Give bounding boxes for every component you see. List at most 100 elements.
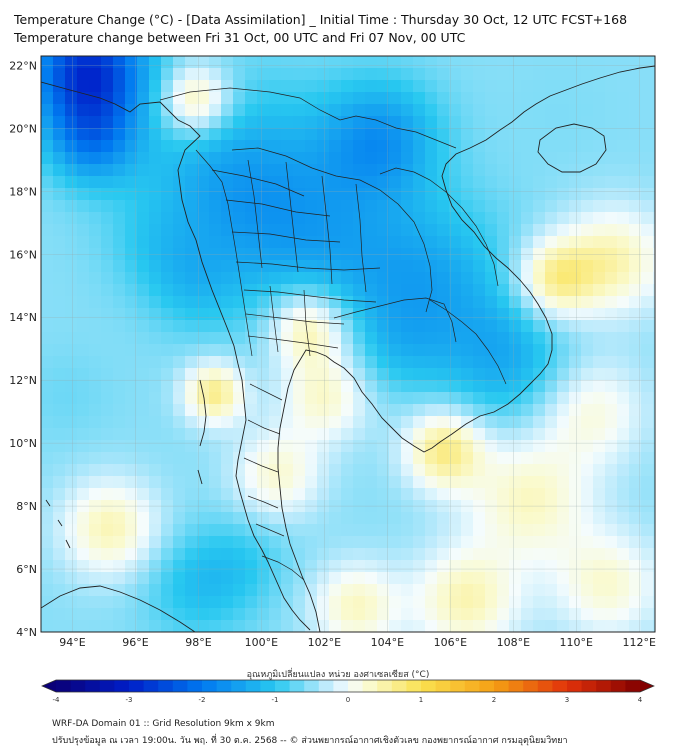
field-cell xyxy=(353,212,366,225)
field-cell xyxy=(41,104,54,117)
field-cell xyxy=(53,596,66,609)
field-cell xyxy=(161,416,174,429)
field-cell xyxy=(641,200,654,213)
field-cell xyxy=(197,80,210,93)
field-cell xyxy=(137,68,150,81)
field-cell xyxy=(281,272,294,285)
field-cell xyxy=(629,560,642,573)
field-cell xyxy=(533,164,546,177)
field-cell xyxy=(413,224,426,237)
field-cell xyxy=(617,488,630,501)
field-cell xyxy=(629,548,642,561)
field-cell xyxy=(125,572,138,585)
field-cell xyxy=(401,416,414,429)
field-cell xyxy=(257,476,270,489)
field-cell xyxy=(41,56,54,69)
field-cell xyxy=(521,572,534,585)
field-cell xyxy=(65,476,78,489)
field-cell xyxy=(65,584,78,597)
field-cell xyxy=(569,464,582,477)
field-cell xyxy=(641,476,654,489)
field-cell xyxy=(641,116,654,129)
field-cell xyxy=(473,548,486,561)
field-cell xyxy=(41,236,54,249)
field-cell xyxy=(461,428,474,441)
field-cell xyxy=(485,140,498,153)
field-cell xyxy=(365,332,378,345)
field-cell xyxy=(389,548,402,561)
field-cell xyxy=(197,56,210,69)
field-cell xyxy=(149,308,162,321)
field-cell xyxy=(401,116,414,129)
field-cell xyxy=(485,152,498,165)
field-cell xyxy=(173,152,186,165)
field-cell xyxy=(581,500,594,513)
field-cell xyxy=(365,380,378,393)
field-cell xyxy=(437,140,450,153)
field-cell xyxy=(77,332,90,345)
field-cell xyxy=(461,68,474,81)
field-cell xyxy=(317,176,330,189)
field-cell xyxy=(617,440,630,453)
field-cell xyxy=(257,428,270,441)
field-cell xyxy=(305,536,318,549)
field-cell xyxy=(353,380,366,393)
field-cell xyxy=(593,404,606,417)
field-cell xyxy=(449,572,462,585)
field-cell xyxy=(497,152,510,165)
field-cell xyxy=(377,260,390,273)
field-cell xyxy=(305,488,318,501)
field-cell xyxy=(401,308,414,321)
field-cell xyxy=(365,464,378,477)
field-cell xyxy=(545,464,558,477)
field-cell xyxy=(125,176,138,189)
field-cell xyxy=(293,548,306,561)
field-cell xyxy=(317,476,330,489)
field-cell xyxy=(641,548,654,561)
field-cell xyxy=(485,608,498,621)
field-cell xyxy=(341,224,354,237)
field-cell xyxy=(65,212,78,225)
field-cell xyxy=(581,116,594,129)
field-cell xyxy=(401,332,414,345)
field-cell xyxy=(197,452,210,465)
field-cell xyxy=(461,392,474,405)
field-cell xyxy=(41,596,54,609)
field-cell xyxy=(593,200,606,213)
field-cell xyxy=(77,512,90,525)
field-cell xyxy=(305,320,318,333)
field-cell xyxy=(137,260,150,273)
field-cell xyxy=(221,608,234,621)
field-cell xyxy=(65,104,78,117)
field-cell xyxy=(329,404,342,417)
field-cell xyxy=(353,224,366,237)
field-cell xyxy=(365,620,378,632)
field-cell xyxy=(173,512,186,525)
field-cell xyxy=(509,416,522,429)
field-cell xyxy=(293,584,306,597)
field-cell xyxy=(53,188,66,201)
field-cell xyxy=(617,128,630,141)
field-cell xyxy=(533,536,546,549)
field-cell xyxy=(41,404,54,417)
field-cell xyxy=(65,452,78,465)
field-cell xyxy=(245,176,258,189)
field-cell xyxy=(593,80,606,93)
field-cell xyxy=(221,524,234,537)
field-cell xyxy=(569,584,582,597)
field-cell xyxy=(401,512,414,525)
colorbar-tick-label: -4 xyxy=(53,696,61,704)
field-cell xyxy=(125,236,138,249)
field-cell xyxy=(137,404,150,417)
field-cell xyxy=(629,164,642,177)
field-cell xyxy=(173,332,186,345)
field-cell xyxy=(365,536,378,549)
field-cell xyxy=(521,128,534,141)
field-cell xyxy=(641,152,654,165)
field-cell xyxy=(113,440,126,453)
field-cell xyxy=(425,140,438,153)
field-cell xyxy=(629,344,642,357)
field-cell xyxy=(77,620,90,632)
colorbar-title: อุณหภูมิเปลี่ยนแปลง หน่วย องศาเซลเซียส (… xyxy=(246,670,430,680)
field-cell xyxy=(53,332,66,345)
